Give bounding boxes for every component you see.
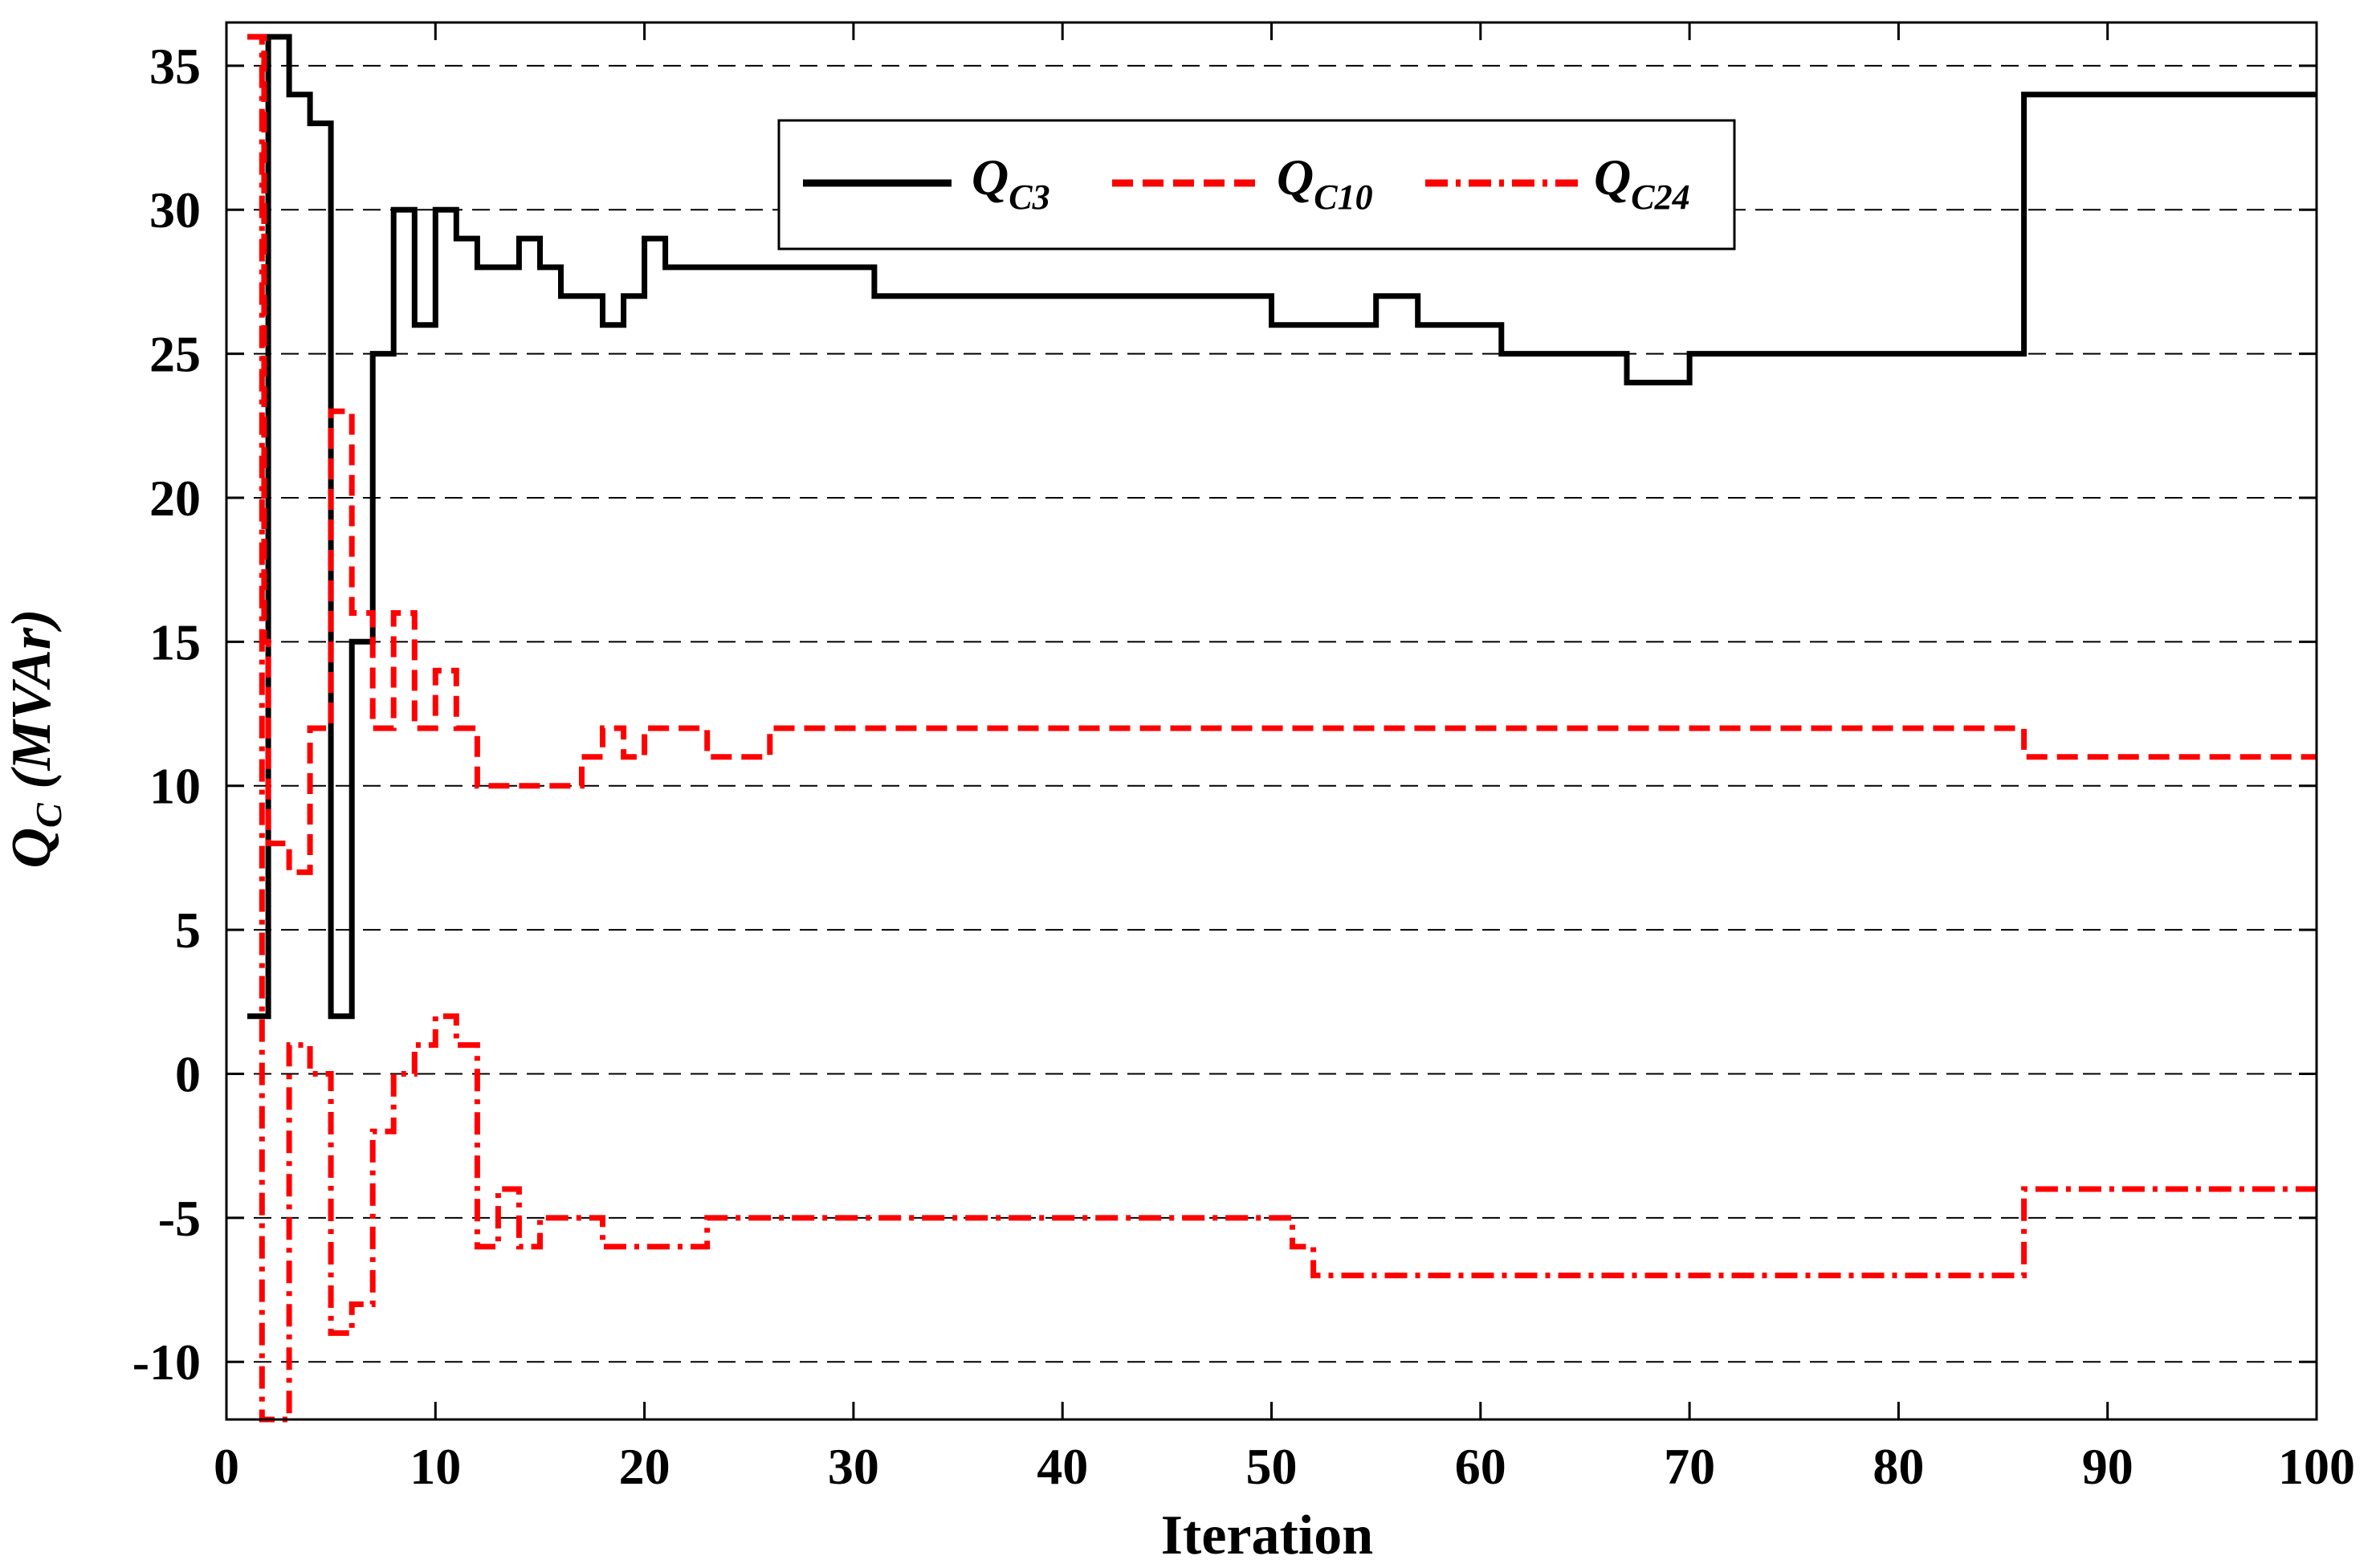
x-tick-label: 80 <box>1873 1438 1924 1495</box>
x-tick-label: 90 <box>2082 1438 2133 1495</box>
legend-label-qc10: QC10 <box>1277 149 1373 217</box>
x-tick-label: 70 <box>1664 1438 1715 1495</box>
legend: QC3 QC10 QC24 <box>777 119 1736 250</box>
y-axis-title-sub: C <box>28 802 69 828</box>
x-tick-label: 0 <box>214 1438 239 1495</box>
y-tick-label: 30 <box>149 181 201 238</box>
y-tick-label: -5 <box>158 1190 201 1247</box>
series-line-c3 <box>247 34 2317 1020</box>
legend-label-qc3-name: Q <box>972 149 1009 206</box>
y-tick-label: 35 <box>149 38 201 95</box>
y-tick-label: 25 <box>149 326 201 383</box>
y-tick-label: 10 <box>149 758 201 815</box>
x-tick-label: 60 <box>1455 1438 1506 1495</box>
legend-label-qc24-sub: C24 <box>1631 177 1689 217</box>
legend-label-qc3: QC3 <box>972 149 1050 217</box>
tick-labels: -10 -5 0 5 10 15 20 25 30 35 0 10 20 30 40 50 60 70 80 90 10… <box>132 38 2355 1495</box>
x-tick-label: 100 <box>2278 1438 2355 1495</box>
x-axis-title: Iteration <box>1161 1505 1373 1566</box>
legend-label-qc24: QC24 <box>1594 149 1690 217</box>
ticks <box>225 22 2318 1419</box>
y-tick-label: -10 <box>132 1334 201 1391</box>
legend-label-qc10-sub: C10 <box>1314 177 1372 217</box>
legend-label-qc10-name: Q <box>1277 149 1314 206</box>
x-tick-label: 30 <box>828 1438 879 1495</box>
y-tick-label: 20 <box>149 470 201 527</box>
x-tick-label: 50 <box>1246 1438 1298 1495</box>
y-axis-title-q: Q <box>1 828 63 869</box>
y-axis-title-unit: (MVAr) <box>1 609 63 803</box>
x-tick-label: 40 <box>1037 1438 1088 1495</box>
y-tick-label: 15 <box>149 613 201 670</box>
y-axis-title: QC (MVAr) <box>1 609 69 868</box>
x-tick-label: 20 <box>619 1438 670 1495</box>
y-tick-label: 0 <box>175 1045 201 1102</box>
series-layer <box>247 34 2317 1423</box>
series-line-c10 <box>247 34 2317 875</box>
series-line-c24 <box>247 34 2317 1423</box>
y-tick-label: 5 <box>175 902 201 959</box>
legend-label-qc24-name: Q <box>1594 149 1631 206</box>
legend-label-qc3-sub: C3 <box>1009 177 1049 217</box>
x-tick-label: 10 <box>410 1438 461 1495</box>
